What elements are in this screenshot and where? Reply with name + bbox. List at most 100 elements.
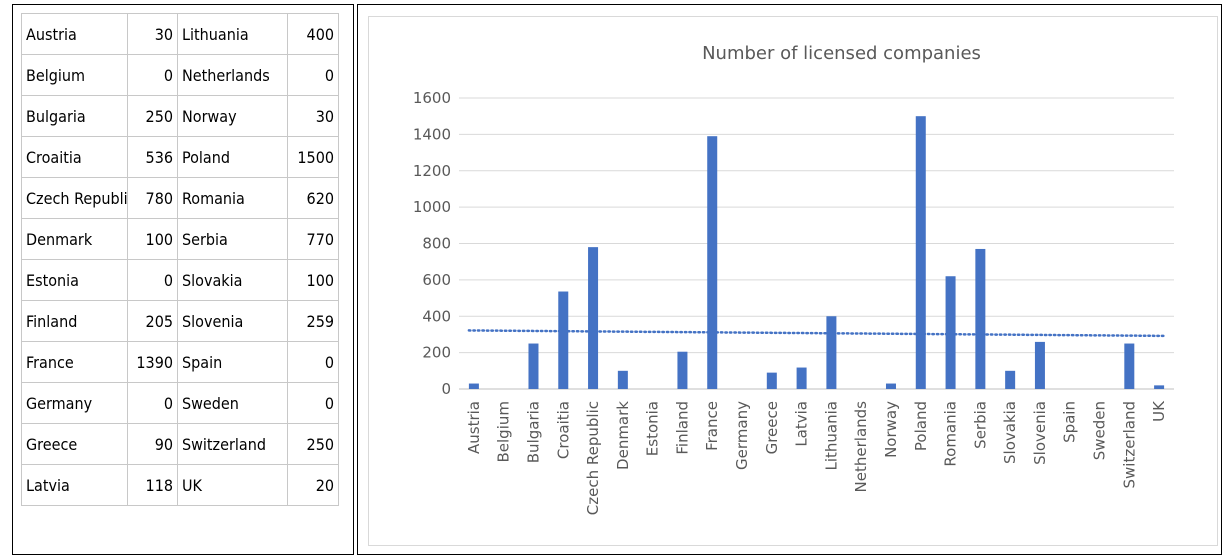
value-cell: 250 bbox=[127, 95, 178, 137]
value-cell: 0 bbox=[287, 54, 339, 96]
value-cell: 100 bbox=[127, 218, 178, 260]
country-cell: Norway bbox=[177, 95, 288, 137]
trendline bbox=[467, 329, 1166, 338]
bar bbox=[1124, 343, 1135, 389]
x-tick-label: Austria bbox=[465, 401, 483, 454]
value-cell: 1390 bbox=[127, 341, 178, 383]
chart-title: Number of licensed companies bbox=[702, 43, 981, 64]
country-cell: Germany bbox=[21, 382, 128, 424]
table-row: Germany 0 Sweden 0 bbox=[21, 382, 339, 424]
value-cell: 30 bbox=[287, 95, 339, 137]
bar bbox=[1034, 341, 1045, 389]
x-tick-label: Spain bbox=[1061, 401, 1079, 443]
country-cell: Romania bbox=[177, 177, 288, 219]
value-cell: 620 bbox=[287, 177, 339, 219]
y-tick-label: 600 bbox=[422, 271, 451, 289]
country-cell: Croaitia bbox=[21, 136, 128, 178]
data-table: Austria 30 Lithuania 400 Belgium 0 Netherlands… bbox=[21, 13, 339, 506]
value-cell: 90 bbox=[127, 423, 178, 465]
country-cell: Switzerland bbox=[177, 423, 288, 465]
value-cell: 30 bbox=[127, 13, 178, 55]
country-cell: Spain bbox=[177, 341, 288, 383]
y-tick-label: 400 bbox=[422, 307, 451, 325]
y-tick-label: 1400 bbox=[413, 125, 451, 143]
value-cell: 780 bbox=[127, 177, 178, 219]
y-tick-label: 0 bbox=[441, 380, 451, 398]
x-tick-label: Netherlands bbox=[852, 401, 870, 493]
country-cell: Latvia bbox=[21, 464, 128, 506]
x-tick-label: UK bbox=[1150, 400, 1168, 422]
value-cell: 770 bbox=[287, 218, 339, 260]
x-tick-label: Denmark bbox=[614, 401, 632, 470]
x-tick-label: Germany bbox=[733, 401, 751, 470]
x-tick-label: Czech Republic bbox=[584, 401, 602, 515]
x-tick-label: Romania bbox=[942, 401, 960, 467]
chart-area: Number of licensed companies 0 200 400 600 80… bbox=[368, 16, 1218, 546]
value-cell: 259 bbox=[287, 300, 339, 342]
x-tick-label: Belgium bbox=[495, 401, 513, 463]
country-cell: Slovenia bbox=[177, 300, 288, 342]
x-tick-label: Switzerland bbox=[1120, 401, 1138, 489]
country-cell: Sweden bbox=[177, 382, 288, 424]
country-cell: France bbox=[21, 341, 128, 383]
chart-panel bbox=[357, 4, 1222, 555]
value-cell: 250 bbox=[287, 423, 339, 465]
x-tick-label: Latvia bbox=[793, 401, 811, 447]
value-cell: 0 bbox=[127, 259, 178, 301]
country-cell: Denmark bbox=[21, 218, 128, 260]
bar bbox=[915, 116, 926, 389]
y-tick-label: 1200 bbox=[413, 162, 451, 180]
country-cell: Bulgaria bbox=[21, 95, 128, 137]
value-cell: 400 bbox=[287, 13, 339, 55]
bar-chart: Number of licensed companies 0 200 400 600 80… bbox=[413, 43, 1174, 515]
y-tick-label: 1000 bbox=[413, 198, 451, 216]
x-tick-label: Finland bbox=[673, 401, 691, 455]
bar bbox=[885, 383, 896, 389]
country-cell: Netherlands bbox=[177, 54, 288, 96]
x-tick-label: Slovakia bbox=[1001, 401, 1019, 464]
bar bbox=[826, 316, 837, 389]
bar bbox=[1154, 385, 1165, 389]
table-row: Bulgaria 250 Norway 30 bbox=[21, 95, 339, 137]
country-cell: Slovakia bbox=[177, 259, 288, 301]
country-cell: Poland bbox=[177, 136, 288, 178]
x-tick-label: Poland bbox=[912, 401, 930, 451]
bar bbox=[468, 383, 479, 389]
x-tick-label: Croaitia bbox=[554, 401, 572, 459]
x-tick-label: Norway bbox=[882, 401, 900, 458]
bar bbox=[617, 370, 628, 389]
country-cell: Greece bbox=[21, 423, 128, 465]
x-tick-label: France bbox=[703, 401, 721, 451]
value-cell: 0 bbox=[127, 54, 178, 96]
y-tick-label: 1600 bbox=[413, 89, 451, 107]
value-cell: 536 bbox=[127, 136, 178, 178]
bar bbox=[558, 291, 569, 389]
table-row: Denmark 100 Serbia 770 bbox=[21, 218, 339, 260]
value-cell: 205 bbox=[127, 300, 178, 342]
value-cell: 20 bbox=[287, 464, 339, 506]
table-row: Croaitia 536 Poland 1500 bbox=[21, 136, 339, 178]
x-tick-label: Serbia bbox=[971, 401, 989, 449]
bar bbox=[677, 351, 688, 389]
value-cell: 0 bbox=[127, 382, 178, 424]
bar bbox=[1005, 370, 1016, 389]
x-tick-label: Bulgaria bbox=[524, 401, 542, 463]
bar bbox=[707, 136, 718, 389]
x-tick-label: Lithuania bbox=[822, 401, 840, 470]
value-cell: 0 bbox=[287, 382, 339, 424]
value-cell: 0 bbox=[287, 341, 339, 383]
country-cell: Austria bbox=[21, 13, 128, 55]
table-row: Austria 30 Lithuania 400 bbox=[21, 13, 339, 55]
bar bbox=[766, 372, 777, 389]
country-cell: Finland bbox=[21, 300, 128, 342]
x-tick-label: Greece bbox=[763, 401, 781, 454]
table-panel: Austria 30 Lithuania 400 Belgium 0 Netherlands… bbox=[12, 4, 354, 555]
bar bbox=[975, 248, 986, 389]
bar bbox=[945, 276, 956, 389]
value-cell: 1500 bbox=[287, 136, 339, 178]
country-cell: Estonia bbox=[21, 259, 128, 301]
x-tick-label: Sweden bbox=[1091, 401, 1109, 460]
value-cell: 100 bbox=[287, 259, 339, 301]
y-tick-label: 200 bbox=[422, 344, 451, 362]
table-row: Belgium 0 Netherlands 0 bbox=[21, 54, 339, 96]
